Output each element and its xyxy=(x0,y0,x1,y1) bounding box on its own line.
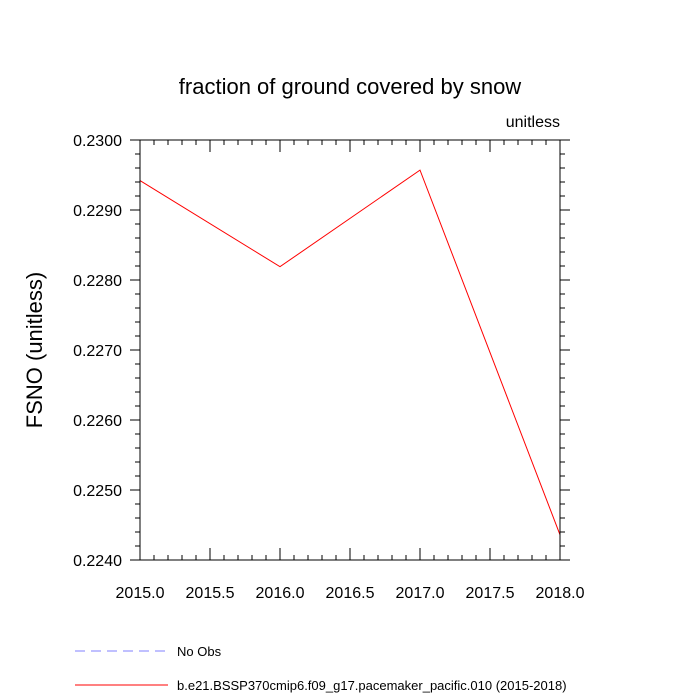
y-tick-label: 0.2300 xyxy=(73,133,122,150)
y-tick-label: 0.2240 xyxy=(73,553,122,570)
legend: No Obs b.e21.BSSP370cmip6.f09_g17.pacemak… xyxy=(75,644,567,693)
units-label: unitless xyxy=(506,114,560,131)
x-tick-label: 2016.0 xyxy=(256,585,305,602)
y-tick-label: 0.2250 xyxy=(73,483,122,500)
series-layer xyxy=(139,169,561,535)
x-tick-label: 2015.0 xyxy=(116,585,165,602)
legend-label: No Obs xyxy=(177,644,222,659)
x-tick-label: 2016.5 xyxy=(326,585,375,602)
chart-title: fraction of ground covered by snow xyxy=(179,74,522,99)
plot-frame xyxy=(139,139,561,561)
x-tick-label: 2017.0 xyxy=(396,585,445,602)
y-tick-label: 0.2260 xyxy=(73,413,122,430)
x-tick-label: 2017.5 xyxy=(466,585,515,602)
legend-label: b.e21.BSSP370cmip6.f09_g17.pacemaker_pac… xyxy=(177,678,567,693)
x-tick-label: 2018.0 xyxy=(536,585,585,602)
y-tick-label: 0.2290 xyxy=(73,203,122,220)
x-tick-label: 2015.5 xyxy=(186,585,235,602)
series-line xyxy=(139,169,561,535)
y-axis-label: FSNO (unitless) xyxy=(22,272,47,428)
y-axis-ticks: 0.2240 0.2250 0.2260 0.2270 0.2280 0.2290 0.23… xyxy=(73,133,570,570)
y-tick-label: 0.2270 xyxy=(73,343,122,360)
y-tick-label: 0.2280 xyxy=(73,273,122,290)
